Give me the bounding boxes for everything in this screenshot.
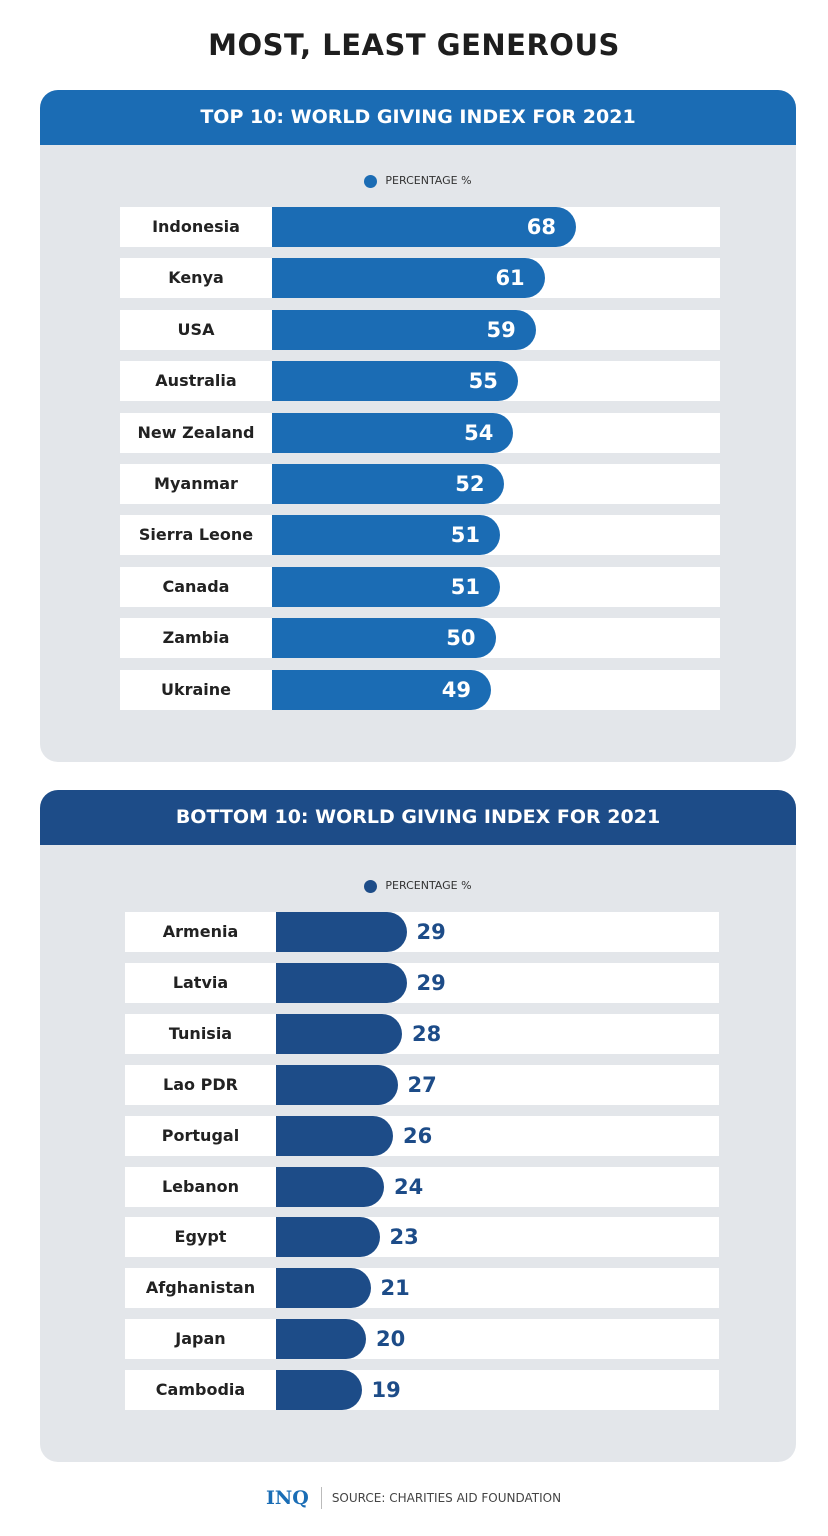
bar — [272, 566, 500, 607]
bar — [272, 464, 505, 504]
bar — [272, 412, 514, 453]
category-label: Lao PDR — [163, 1074, 238, 1094]
top-10-header: TOP 10: WORLD GIVING INDEX FOR 2021 — [40, 90, 796, 145]
value-label: 49 — [441, 677, 472, 702]
bar — [272, 258, 545, 299]
bar-row: Sierra Leone 51 — [120, 515, 720, 556]
bar — [272, 618, 496, 659]
bar-row: Myanmar 52 — [120, 464, 720, 504]
legend-label: PERCENTAGE % — [385, 174, 472, 187]
value-label: 61 — [495, 266, 525, 291]
bar-row: New Zealand 54 — [120, 412, 720, 453]
category-label: Lebanon — [161, 1176, 240, 1196]
value-label: 26 — [403, 1123, 433, 1148]
value-label: 28 — [412, 1021, 442, 1046]
category-label: Ukraine — [160, 679, 232, 699]
bar-row: Egypt 23 — [125, 1217, 719, 1258]
bar-row: Lebanon 24 — [125, 1166, 719, 1207]
bar-row: Afghanistan 21 — [125, 1268, 719, 1309]
category-label: Australia — [155, 371, 237, 391]
value-label: 52 — [455, 472, 485, 496]
category-label: Portugal — [161, 1125, 240, 1145]
footer: INQ SOURCE: CHARITIES AID FOUNDATION — [266, 1484, 561, 1512]
value-label: 21 — [380, 1276, 410, 1301]
value-label: 55 — [468, 369, 498, 394]
value-label: 24 — [394, 1174, 424, 1199]
bar — [276, 1166, 384, 1207]
category-label: USA — [177, 319, 215, 339]
value-label: 51 — [450, 574, 480, 599]
bar — [276, 912, 407, 952]
value-label: 54 — [464, 420, 494, 445]
bar-row: Australia 55 — [120, 361, 720, 402]
value-label: 23 — [389, 1225, 419, 1250]
category-label: Armenia — [162, 922, 239, 941]
bottom-10-legend: PERCENTAGE % — [40, 879, 796, 893]
category-label: Egypt — [174, 1227, 227, 1247]
category-label: Afghanistan — [145, 1278, 256, 1298]
bar-row: Kenya 61 — [120, 258, 720, 299]
bar-row: Japan 20 — [125, 1319, 719, 1360]
value-label: 19 — [371, 1378, 401, 1403]
bar — [276, 1319, 366, 1360]
bar — [272, 515, 500, 556]
bar-row: Zambia 50 — [120, 618, 720, 659]
value-label: 50 — [446, 626, 476, 651]
bar-row: Armenia 29 — [125, 912, 719, 952]
bar-row: USA 59 — [120, 309, 720, 350]
category-label: Zambia — [162, 628, 230, 648]
legend-dot-icon — [364, 174, 378, 188]
bar — [276, 1217, 380, 1258]
top-10-panel: TOP 10: WORLD GIVING INDEX FOR 2021 PERC… — [40, 90, 796, 762]
value-label: 51 — [450, 523, 480, 548]
bar-row: Latvia 29 — [125, 962, 719, 1003]
category-label: Latvia — [172, 972, 229, 992]
category-label: Kenya — [168, 268, 224, 288]
page-title: MOST, LEAST GENEROUS — [208, 28, 620, 62]
bar-row: Lao PDR 27 — [125, 1064, 719, 1105]
value-label: 20 — [376, 1327, 406, 1352]
bottom-10-panel: BOTTOM 10: WORLD GIVING INDEX FOR 2021 P… — [40, 790, 796, 1462]
bar — [276, 1115, 393, 1156]
category-label: Indonesia — [152, 217, 240, 236]
bar — [276, 1268, 371, 1309]
category-label: Cambodia — [155, 1380, 246, 1400]
bar — [272, 669, 492, 710]
bar — [276, 1370, 362, 1411]
bottom-10-header: BOTTOM 10: WORLD GIVING INDEX FOR 2021 — [40, 790, 796, 845]
bar-row: Tunisia 28 — [125, 1013, 719, 1054]
category-label: Myanmar — [154, 474, 238, 493]
inq-logo: INQ — [266, 1487, 322, 1509]
bar-row: Canada 51 — [120, 566, 720, 607]
category-label: Sierra Leone — [138, 525, 254, 545]
legend-label: PERCENTAGE % — [385, 879, 472, 892]
value-label: 59 — [486, 317, 516, 342]
value-label: 29 — [416, 970, 446, 995]
category-label: New Zealand — [137, 422, 255, 442]
value-label: 29 — [416, 920, 446, 944]
bar-row: Portugal 26 — [125, 1115, 719, 1156]
legend-dot-icon — [364, 879, 378, 893]
top-10-legend: PERCENTAGE % — [40, 174, 796, 188]
bar — [272, 309, 536, 350]
bar-row: Indonesia 68 — [120, 207, 720, 247]
category-label: Japan — [175, 1329, 226, 1349]
bar — [276, 1013, 402, 1054]
category-label: Tunisia — [168, 1023, 233, 1043]
bar — [272, 361, 518, 402]
bar — [276, 1064, 398, 1105]
value-label: 27 — [407, 1072, 437, 1097]
bar — [276, 962, 407, 1003]
bar-row: Ukraine 49 — [120, 669, 720, 710]
category-label: Canada — [162, 576, 230, 596]
value-label: 68 — [526, 215, 556, 239]
source-text: SOURCE: CHARITIES AID FOUNDATION — [331, 1491, 562, 1505]
bar-row: Cambodia 19 — [125, 1370, 719, 1411]
bar — [272, 207, 576, 247]
